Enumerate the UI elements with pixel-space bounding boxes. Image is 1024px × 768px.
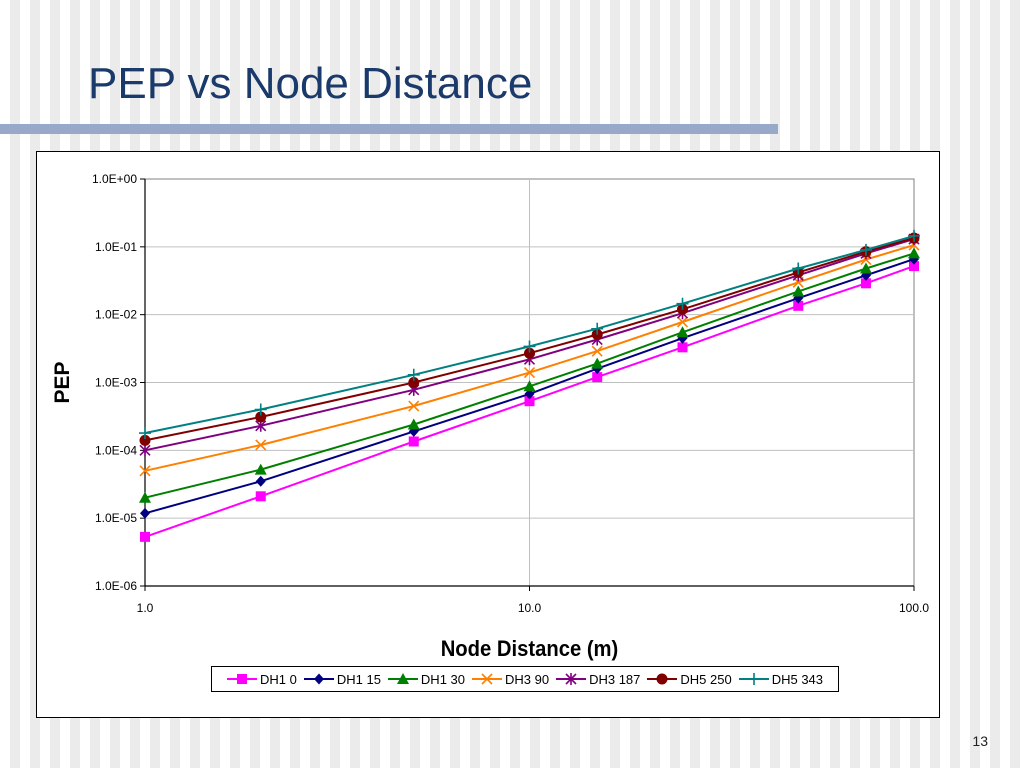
- data-point: [859, 243, 872, 256]
- data-point: [140, 507, 150, 519]
- legend-item: DH5 343: [738, 671, 824, 687]
- data-point: [408, 377, 420, 388]
- data-point: [139, 444, 151, 457]
- y-tick-label: 1.0E-01: [95, 240, 137, 254]
- data-point: [407, 368, 420, 381]
- series-dh1-30: [139, 247, 920, 503]
- legend-swatch: [387, 673, 418, 684]
- legend-item: DH1 0: [226, 671, 297, 687]
- data-point: [523, 367, 536, 379]
- data-point: [139, 427, 151, 440]
- legend-swatch: [226, 674, 257, 684]
- data-point: [255, 439, 267, 451]
- data-point: [676, 326, 689, 338]
- legend-swatch: [472, 673, 502, 685]
- legend-label: DH5 343: [771, 671, 824, 687]
- y-tick-label: 1.0E-02: [95, 308, 137, 322]
- data-point: [139, 491, 151, 503]
- data-point: [908, 229, 920, 242]
- data-point: [792, 285, 805, 297]
- data-point: [656, 673, 668, 685]
- data-point: [255, 475, 266, 487]
- data-point: [909, 261, 919, 272]
- legend-swatch: [556, 673, 587, 685]
- data-point: [139, 465, 151, 477]
- series-dh1-0: [140, 261, 919, 542]
- data-point: [908, 247, 920, 259]
- data-point: [140, 531, 150, 542]
- data-point: [254, 403, 267, 416]
- legend-item: DH1 30: [387, 671, 465, 687]
- series-dh5-343: [139, 229, 920, 440]
- data-point: [792, 262, 805, 275]
- data-point: [255, 491, 266, 502]
- legend-label: DH1 15: [336, 671, 381, 687]
- legend-item: DH3 187: [556, 672, 640, 687]
- legend-label: DH3 90: [505, 671, 550, 687]
- data-point: [254, 463, 267, 475]
- legend-swatch: [738, 673, 769, 685]
- y-tick-label: 1.0E-05: [95, 511, 137, 525]
- data-point: [747, 673, 760, 685]
- data-point: [591, 357, 604, 369]
- series-dh3-90: [139, 239, 920, 477]
- chart-legend: DH1 0 DH1 15 DH1 30 DH3 90 DH3 187 DH5 250 DH5…: [211, 666, 839, 692]
- data-point: [408, 400, 420, 412]
- data-point: [677, 342, 688, 353]
- legend-swatch: [303, 673, 334, 685]
- x-axis-label: Node Distance (m): [441, 637, 619, 661]
- data-point: [860, 278, 871, 289]
- x-tick-label: 10.0: [518, 601, 542, 615]
- legend-label: DH3 187: [589, 671, 641, 687]
- data-point: [793, 300, 804, 311]
- data-point: [524, 347, 535, 359]
- title-underline-bar: [0, 124, 778, 134]
- y-tick-label: 1.0E-03: [95, 376, 137, 390]
- y-axis-label: PEP: [51, 361, 74, 403]
- data-point: [591, 345, 603, 357]
- x-tick-label: 100.0: [899, 601, 929, 615]
- legend-label: DH1 0: [259, 671, 297, 687]
- legend-item: DH5 250: [647, 671, 732, 687]
- data-point: [236, 674, 247, 684]
- data-point: [524, 396, 535, 407]
- data-point: [408, 436, 419, 447]
- legend-label: DH1 30: [420, 671, 465, 687]
- data-point: [859, 262, 872, 274]
- page-number: 13: [972, 733, 988, 749]
- legend-swatch: [647, 673, 678, 685]
- data-point: [565, 673, 577, 685]
- data-point: [313, 673, 324, 685]
- y-tick-label: 1.0E-06: [95, 579, 137, 593]
- data-point: [676, 316, 689, 328]
- data-point: [255, 411, 267, 423]
- data-point: [139, 434, 151, 446]
- data-point: [676, 297, 689, 310]
- slide-title: PEP vs Node Distance: [88, 59, 533, 108]
- data-point: [396, 673, 409, 684]
- x-tick-label: 1.0: [137, 601, 154, 615]
- data-point: [481, 673, 493, 685]
- data-point: [523, 340, 536, 353]
- y-tick-label: 1.0E+00: [92, 172, 137, 186]
- legend-item: DH3 90: [472, 672, 549, 687]
- pep-chart: 1.0E+00 1.0E-01 1.0E-02 1.0E-03 1.0E-04 1.0E-…: [51, 172, 929, 661]
- data-point: [591, 322, 604, 335]
- data-point: [592, 372, 603, 383]
- data-point: [407, 418, 420, 430]
- y-tick-label: 1.0E-04: [95, 443, 137, 457]
- legend-label: DH5 250: [680, 671, 732, 687]
- legend-item: DH1 15: [303, 671, 381, 687]
- data-point: [523, 380, 536, 392]
- chart-frame: 1.0E+00 1.0E-01 1.0E-02 1.0E-03 1.0E-04 1.0E-…: [36, 151, 940, 718]
